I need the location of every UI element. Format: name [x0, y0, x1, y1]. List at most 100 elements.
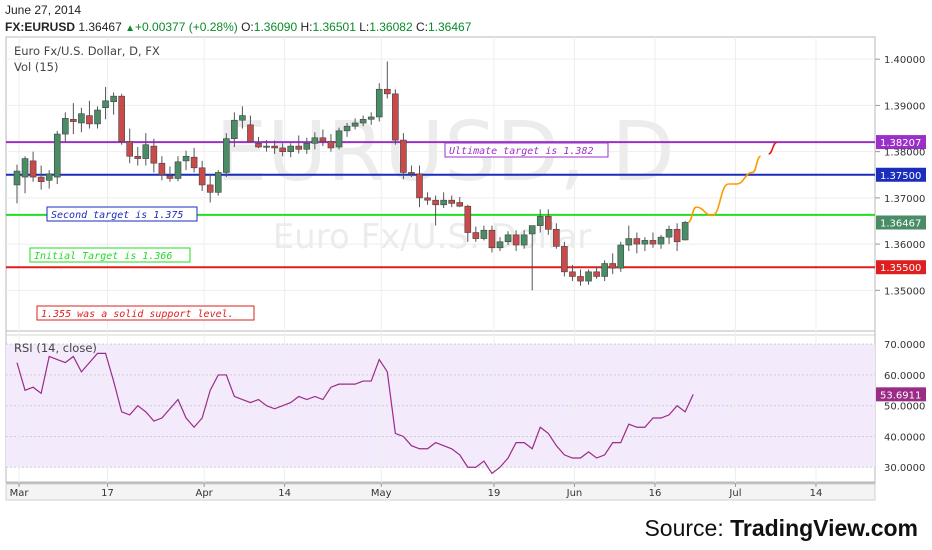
candle	[70, 103, 77, 135]
candle	[488, 225, 496, 253]
open-label: O:	[241, 20, 254, 34]
candle-body	[255, 143, 262, 148]
candle-body	[102, 100, 109, 109]
candle-body	[287, 145, 295, 152]
rsi-title: RSI (14, close)	[14, 341, 97, 355]
candle-body	[520, 234, 528, 246]
candle-body	[231, 119, 238, 139]
rsi-line	[16, 352, 694, 475]
candle-body	[593, 271, 600, 277]
candle-body	[440, 199, 447, 206]
candle	[198, 160, 206, 191]
candle	[472, 226, 480, 242]
source-brand: TradingView.com	[730, 515, 918, 541]
level-price-label: 1.38207	[880, 138, 921, 149]
candle-body	[223, 138, 230, 173]
candle-body	[70, 118, 77, 122]
candle-body	[343, 125, 351, 132]
rsi-band-fill	[6, 344, 875, 468]
candle	[29, 151, 37, 182]
chart-date: June 27, 2014	[5, 3, 82, 17]
candle-body	[569, 271, 576, 277]
candle	[673, 223, 681, 252]
annotation-box[interactable]	[444, 142, 609, 158]
candle-body	[303, 143, 311, 150]
candle-body	[166, 175, 174, 179]
candle-body	[78, 113, 85, 124]
candle-body	[134, 155, 142, 159]
candle-body	[295, 145, 303, 150]
candle	[400, 133, 407, 180]
candle	[37, 165, 45, 190]
candle	[593, 266, 600, 279]
high-value: 1.36501	[312, 20, 356, 34]
candle	[657, 234, 665, 249]
candle	[182, 150, 190, 171]
candle	[231, 112, 238, 148]
candle	[223, 133, 230, 178]
candle-body	[335, 130, 343, 148]
low-value: 1.36082	[369, 20, 413, 34]
candle	[102, 86, 109, 120]
open-value: 1.36090	[253, 20, 298, 34]
candle	[480, 225, 488, 241]
rsi-last-tag	[876, 387, 926, 402]
candle	[45, 170, 53, 189]
candle-body	[198, 167, 206, 186]
candle	[424, 192, 431, 205]
candle	[432, 195, 439, 226]
candle-body	[617, 244, 625, 269]
annotation-box[interactable]	[46, 206, 198, 222]
rsi-tick-label: 50.0000	[884, 402, 925, 413]
candle	[609, 253, 617, 275]
low-label: L:	[359, 20, 370, 34]
symbol[interactable]: FX:EURUSD	[5, 20, 76, 34]
candle	[625, 225, 633, 252]
candle	[375, 83, 383, 122]
candle-body	[351, 122, 359, 127]
candle	[464, 204, 472, 242]
candle	[295, 135, 303, 154]
candle	[263, 140, 270, 152]
candle-body	[61, 118, 69, 135]
candle-body	[480, 229, 488, 239]
candle-body	[464, 205, 472, 233]
candle-body	[585, 271, 592, 282]
level-price-tag	[876, 135, 926, 150]
rsi-last-tag-label: 53.6911	[880, 390, 921, 401]
candle-body	[86, 115, 93, 125]
price-tick-label: 1.36000	[884, 240, 925, 251]
source-credit: Source: TradingView.com	[644, 515, 918, 542]
price-tick-label: 1.35000	[884, 286, 925, 297]
candle-body	[400, 139, 407, 173]
candle	[327, 134, 335, 152]
candle-body	[311, 137, 319, 144]
candle-body	[383, 88, 391, 95]
annotation-box[interactable]	[36, 305, 255, 321]
candle-body	[110, 95, 117, 103]
candle	[206, 173, 214, 203]
candle	[601, 260, 608, 282]
candle	[174, 156, 182, 182]
candle-body	[561, 246, 568, 273]
candle-body	[29, 160, 37, 178]
projection	[687, 141, 777, 224]
candle	[126, 128, 133, 164]
last-price-tag-label: 1.36467	[880, 219, 921, 230]
candle	[311, 132, 319, 150]
candle	[86, 100, 93, 129]
time-tick-label: Apr	[195, 488, 213, 499]
candle-body	[528, 225, 536, 235]
time-tick-label: Jul	[728, 488, 741, 499]
candle	[303, 137, 311, 154]
axes: 1.40000 1.39000 1.38000 1.37000 1.36000 1.350…	[10, 55, 926, 499]
candle	[61, 112, 69, 143]
rsi-band	[6, 344, 875, 468]
candle	[351, 118, 359, 130]
candle	[166, 166, 174, 182]
annotation-box[interactable]	[29, 247, 191, 263]
candle-body	[673, 229, 681, 243]
candle-body	[263, 145, 270, 148]
time-axis[interactable]	[5, 483, 876, 501]
